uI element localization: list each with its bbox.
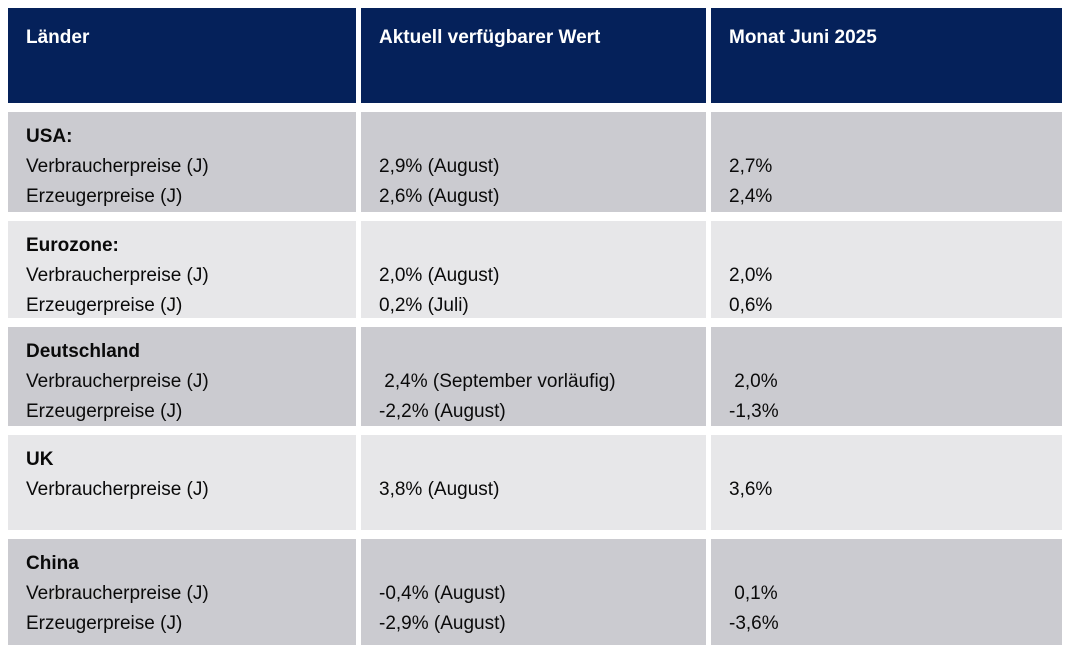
- line-spacer: [729, 445, 1054, 475]
- metric-value: 3,6%: [729, 479, 773, 500]
- row-china-country-cell: China Verbraucherpreise (J) Erzeugerprei…: [8, 539, 356, 645]
- row-uk-current-cell: 3,8% (August): [361, 435, 706, 530]
- metric-value: -2,9% (August): [379, 613, 506, 634]
- metric-value: -2,2% (August): [379, 401, 506, 422]
- metric-value: 2,6% (August): [379, 186, 500, 207]
- line-spacer: [379, 231, 698, 261]
- line-spacer: [379, 337, 698, 367]
- metric-value: 3,8% (August): [379, 479, 500, 500]
- row-eurozone-current-cell: 2,0% (August) 0,2% (Juli): [361, 221, 706, 318]
- row-deutschland-june-cell: 2,0% -1,3%: [711, 327, 1062, 426]
- metric-value: 0,6%: [729, 295, 773, 316]
- line-spacer: [729, 231, 1054, 261]
- metric-value: 2,7%: [729, 156, 773, 177]
- metric-label: Verbraucherpreise (J): [26, 479, 209, 500]
- row-uk-country-cell: UK Verbraucherpreise (J): [8, 435, 356, 530]
- country-name: China: [26, 553, 79, 574]
- metric-label: Erzeugerpreise (J): [26, 401, 183, 422]
- line-spacer: [379, 122, 698, 152]
- metric-label: Erzeugerpreise (J): [26, 613, 183, 634]
- metric-value: -1,3%: [729, 401, 779, 422]
- row-uk-june-cell: 3,6%: [711, 435, 1062, 530]
- country-name: Eurozone:: [26, 235, 119, 256]
- metric-label: Verbraucherpreise (J): [26, 583, 209, 604]
- row-deutschland-current-cell: 2,4% (September vorläufig) -2,2% (August…: [361, 327, 706, 426]
- metric-value: 2,0%: [729, 265, 773, 286]
- country-name: Deutschland: [26, 341, 141, 362]
- column-header-label: Monat Juni 2025: [729, 27, 877, 48]
- row-usa-june-cell: 2,7% 2,4%: [711, 112, 1062, 212]
- header-cell-aktueller-wert: Aktuell verfügbarer Wert: [361, 8, 706, 103]
- line-spacer: [729, 122, 1054, 152]
- metric-label: Erzeugerpreise (J): [26, 186, 183, 207]
- line-spacer: [379, 445, 698, 475]
- metric-value: 2,4% (September vorläufig): [379, 371, 616, 392]
- row-deutschland-country-cell: Deutschland Verbraucherpreise (J) Erzeug…: [8, 327, 356, 426]
- metric-value: 2,0% (August): [379, 265, 500, 286]
- header-cell-laender: Länder: [8, 8, 356, 103]
- row-china-current-cell: -0,4% (August) -2,9% (August): [361, 539, 706, 645]
- country-name: USA:: [26, 126, 73, 147]
- metric-value: 2,0%: [729, 371, 778, 392]
- row-eurozone-june-cell: 2,0% 0,6%: [711, 221, 1062, 318]
- line-spacer: [729, 549, 1054, 579]
- line-spacer: [729, 337, 1054, 367]
- metric-value: -0,4% (August): [379, 583, 506, 604]
- row-usa-current-cell: 2,9% (August) 2,6% (August): [361, 112, 706, 212]
- metric-value: 2,9% (August): [379, 156, 500, 177]
- metric-label: Verbraucherpreise (J): [26, 156, 209, 177]
- metric-label: Verbraucherpreise (J): [26, 265, 209, 286]
- metric-label: Verbraucherpreise (J): [26, 371, 209, 392]
- column-header-label: Länder: [26, 27, 90, 48]
- row-usa-country-cell: USA: Verbraucherpreise (J) Erzeugerpreis…: [8, 112, 356, 212]
- country-name: UK: [26, 449, 54, 470]
- row-china-june-cell: 0,1% -3,6%: [711, 539, 1062, 645]
- row-eurozone-country-cell: Eurozone: Verbraucherpreise (J) Erzeuger…: [8, 221, 356, 318]
- header-cell-monat-juni-2025: Monat Juni 2025: [711, 8, 1062, 103]
- metric-label: Erzeugerpreise (J): [26, 295, 183, 316]
- metric-value: 0,2% (Juli): [379, 295, 469, 316]
- metric-value: 0,1%: [729, 583, 778, 604]
- metric-value: -3,6%: [729, 613, 779, 634]
- column-header-label: Aktuell verfügbarer Wert: [379, 27, 601, 48]
- line-spacer: [379, 549, 698, 579]
- metric-value: 2,4%: [729, 186, 773, 207]
